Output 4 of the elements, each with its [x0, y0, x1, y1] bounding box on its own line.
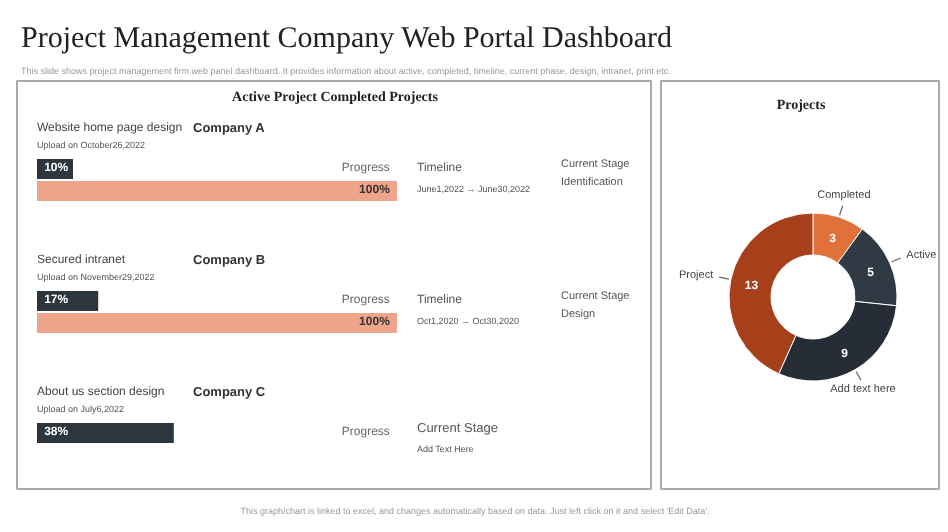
bar	[37, 181, 397, 201]
bar	[37, 423, 174, 443]
bar	[37, 313, 397, 333]
text: Project Management Company Web Portal Dashboard	[21, 23, 674, 55]
